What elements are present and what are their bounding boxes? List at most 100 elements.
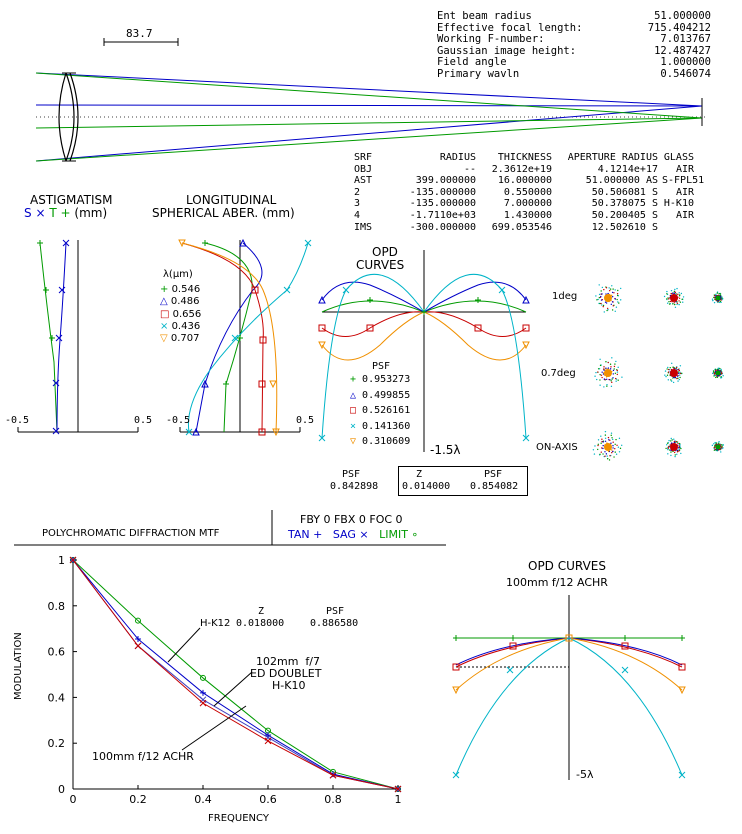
table-cell: -- (463, 163, 476, 175)
astig-xmin: -0.5 (5, 415, 30, 426)
spot-row-label: ON-AXIS (536, 442, 578, 453)
spot-dot (610, 434, 612, 437)
spot-dot (617, 366, 619, 369)
spot-dot (673, 440, 676, 443)
psf-list-symbol: ▽ (350, 436, 357, 448)
spot-dot (669, 300, 672, 303)
spot-dot (673, 438, 675, 440)
spot-dot (677, 293, 679, 296)
mtf-x-tick-label: 1 (395, 793, 402, 806)
spot-dot (680, 292, 683, 295)
spot-dot (621, 376, 623, 378)
mtf-annot-ed1: 102mm f/7 (256, 655, 320, 668)
spot-dot (605, 361, 607, 363)
spot-core (715, 370, 721, 376)
spot-dot (722, 447, 724, 449)
wave-legend-item: □ 0.656 (160, 309, 201, 320)
spot-dot (607, 367, 610, 369)
spot-dot (667, 371, 670, 373)
spot-dot (715, 376, 717, 379)
spot-dot (600, 299, 603, 301)
spot-dot (720, 299, 723, 301)
system-info-row: Effective focal length: 715.404212 (437, 22, 711, 34)
spot-dot (615, 360, 617, 363)
spot-dot (719, 368, 721, 370)
spot-dot (674, 454, 676, 456)
spot-dot (679, 371, 681, 374)
spot-dot (617, 301, 619, 303)
spot-dot (612, 305, 614, 307)
spot-dot (611, 437, 613, 439)
spot-dot (616, 444, 618, 447)
spot-dot (666, 302, 669, 304)
system-info-value: 715.404212 (647, 21, 711, 34)
table-cell: 16.000000 (497, 175, 552, 187)
spot-dot (667, 446, 670, 448)
spot-dot (603, 378, 606, 380)
spot-dot (678, 445, 680, 447)
psf-z-label: Z (416, 469, 423, 480)
spot-dot (617, 289, 619, 292)
spot-dot (611, 438, 614, 441)
mtf-point (69, 556, 77, 564)
spot-dot (671, 362, 673, 365)
spot-dot (604, 451, 606, 453)
wave-legend-label: 0.486 (167, 296, 200, 308)
table-cell: -135.000000 (409, 198, 476, 210)
spot-core (604, 294, 612, 302)
spot-dot (614, 372, 617, 374)
spot-dot (720, 377, 722, 379)
psf-list-value: 0.310609 (356, 436, 411, 448)
longsa-xmin: -0.5 (166, 415, 191, 426)
spot-dot (677, 380, 679, 382)
spot-dot (612, 377, 614, 379)
spot-dot (677, 447, 680, 449)
table-cell: -135.000000 (409, 186, 476, 198)
layout-diagram (35, 38, 706, 162)
spot-dot (597, 439, 600, 441)
spot-dot (616, 294, 619, 297)
spot-dot (721, 372, 723, 375)
spot-dot (597, 371, 599, 373)
spot-dot (719, 300, 722, 303)
spot-dot (595, 371, 597, 374)
spot-dot (668, 303, 671, 305)
mtf-point (199, 699, 207, 707)
spot-dot (609, 378, 611, 381)
spot-dot (600, 442, 602, 444)
spot-dot (614, 443, 616, 445)
spot-dot (665, 447, 667, 450)
spot-dot (615, 306, 618, 308)
spot-dot (611, 301, 614, 303)
spot-dot (678, 303, 680, 306)
spot-dot (609, 363, 612, 365)
spot-dot (666, 298, 668, 300)
wave-legend-symbol: × (160, 320, 169, 332)
table-cell: 2 (354, 186, 361, 198)
spot-dot (675, 367, 678, 369)
spot-dot (669, 367, 671, 369)
spot-dot (668, 439, 670, 442)
spot-core (604, 369, 612, 377)
table-cell: AIR (675, 163, 694, 175)
spot-dot (667, 368, 670, 371)
spot-dot (673, 292, 676, 294)
mtf-point (394, 785, 402, 793)
spot-dot (673, 441, 676, 444)
spot-dot (720, 444, 723, 446)
spot-dot (610, 442, 612, 444)
mtf-series-line (72, 559, 399, 790)
spot-dot (721, 297, 723, 299)
table-cell: 399.000000 (415, 175, 476, 187)
spot-dot (616, 369, 619, 372)
spot-dot (601, 293, 603, 295)
spot-dot (713, 443, 715, 445)
spot-dot (716, 292, 719, 294)
spot-dot (713, 301, 716, 304)
spot-dot (673, 451, 676, 454)
mtf-legend: TAN + SAG × LIMIT ∘ (288, 528, 419, 541)
